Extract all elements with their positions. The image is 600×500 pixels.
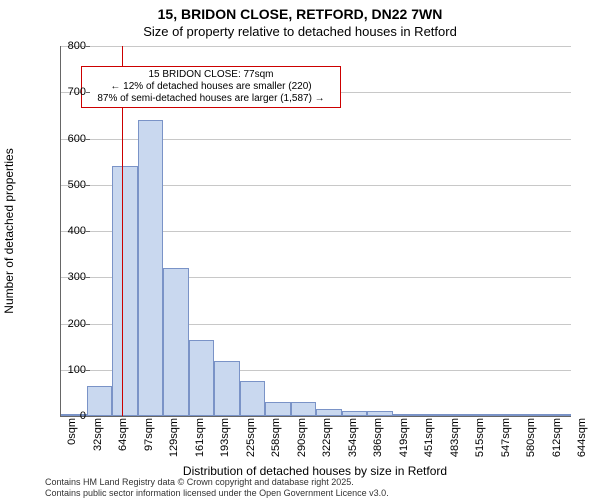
- histogram-bar: [214, 361, 240, 417]
- x-tick-label: 483sqm: [449, 418, 461, 478]
- x-tick-label: 161sqm: [194, 418, 206, 478]
- y-tick-mark: [86, 185, 90, 186]
- y-tick-label: 300: [46, 271, 86, 283]
- histogram-bar: [342, 411, 368, 416]
- x-tick-label: 644sqm: [576, 418, 588, 478]
- footer-line-1: Contains HM Land Registry data © Crown c…: [45, 477, 389, 487]
- histogram-bar: [189, 340, 215, 416]
- annotation-line-3: 87% of semi-detached houses are larger (…: [86, 93, 336, 105]
- chart-footer: Contains HM Land Registry data © Crown c…: [45, 477, 389, 498]
- histogram-bar: [520, 414, 546, 416]
- annotation-line-1: 15 BRIDON CLOSE: 77sqm: [86, 69, 336, 81]
- y-tick-mark: [86, 46, 90, 47]
- x-tick-label: 0sqm: [66, 418, 78, 478]
- y-tick-label: 800: [46, 40, 86, 52]
- histogram-bar: [469, 414, 495, 416]
- y-tick-mark: [86, 139, 90, 140]
- y-tick-label: 400: [46, 225, 86, 237]
- x-tick-label: 258sqm: [270, 418, 282, 478]
- y-tick-mark: [86, 324, 90, 325]
- histogram-bar: [291, 402, 317, 416]
- y-tick-label: 100: [46, 364, 86, 376]
- y-tick-mark: [86, 92, 90, 93]
- y-tick-label: 600: [46, 133, 86, 145]
- grid-line: [61, 46, 571, 47]
- x-tick-label: 193sqm: [219, 418, 231, 478]
- histogram-bar: [444, 414, 470, 416]
- x-tick-label: 547sqm: [500, 418, 512, 478]
- x-tick-label: 419sqm: [398, 418, 410, 478]
- x-tick-label: 64sqm: [117, 418, 129, 478]
- histogram-bar: [546, 414, 572, 416]
- histogram-bar: [367, 411, 393, 416]
- y-tick-mark: [86, 370, 90, 371]
- chart-title: 15, BRIDON CLOSE, RETFORD, DN22 7WN: [0, 6, 600, 22]
- histogram-bar: [112, 166, 138, 416]
- x-tick-label: 354sqm: [347, 418, 359, 478]
- y-tick-label: 500: [46, 179, 86, 191]
- x-tick-label: 290sqm: [296, 418, 308, 478]
- x-tick-label: 32sqm: [92, 418, 104, 478]
- y-tick-label: 700: [46, 86, 86, 98]
- histogram-bar: [495, 414, 521, 416]
- x-tick-label: 386sqm: [372, 418, 384, 478]
- annotation-box: 15 BRIDON CLOSE: 77sqm← 12% of detached …: [81, 66, 341, 108]
- histogram-bar: [393, 414, 419, 416]
- y-tick-label: 200: [46, 318, 86, 330]
- x-tick-label: 225sqm: [245, 418, 257, 478]
- histogram-bar: [87, 386, 113, 416]
- x-tick-label: 612sqm: [551, 418, 563, 478]
- y-axis-label: Number of detached properties: [2, 46, 20, 416]
- histogram-bar: [138, 120, 164, 416]
- chart-subtitle: Size of property relative to detached ho…: [0, 24, 600, 39]
- x-tick-label: 97sqm: [143, 418, 155, 478]
- histogram-bar: [240, 381, 266, 416]
- histogram-bar: [163, 268, 189, 416]
- annotation-line-2: ← 12% of detached houses are smaller (22…: [86, 81, 336, 93]
- histogram-bar: [265, 402, 291, 416]
- x-tick-label: 580sqm: [525, 418, 537, 478]
- y-tick-mark: [86, 416, 90, 417]
- y-tick-mark: [86, 231, 90, 232]
- histogram-bar: [316, 409, 342, 416]
- footer-line-2: Contains public sector information licen…: [45, 488, 389, 498]
- y-tick-mark: [86, 277, 90, 278]
- x-tick-label: 515sqm: [474, 418, 486, 478]
- x-tick-label: 451sqm: [423, 418, 435, 478]
- plot-area: 15 BRIDON CLOSE: 77sqm← 12% of detached …: [60, 46, 571, 417]
- x-tick-label: 322sqm: [321, 418, 333, 478]
- histogram-bar: [418, 414, 444, 416]
- x-axis-label: Distribution of detached houses by size …: [60, 464, 570, 478]
- x-tick-label: 129sqm: [168, 418, 180, 478]
